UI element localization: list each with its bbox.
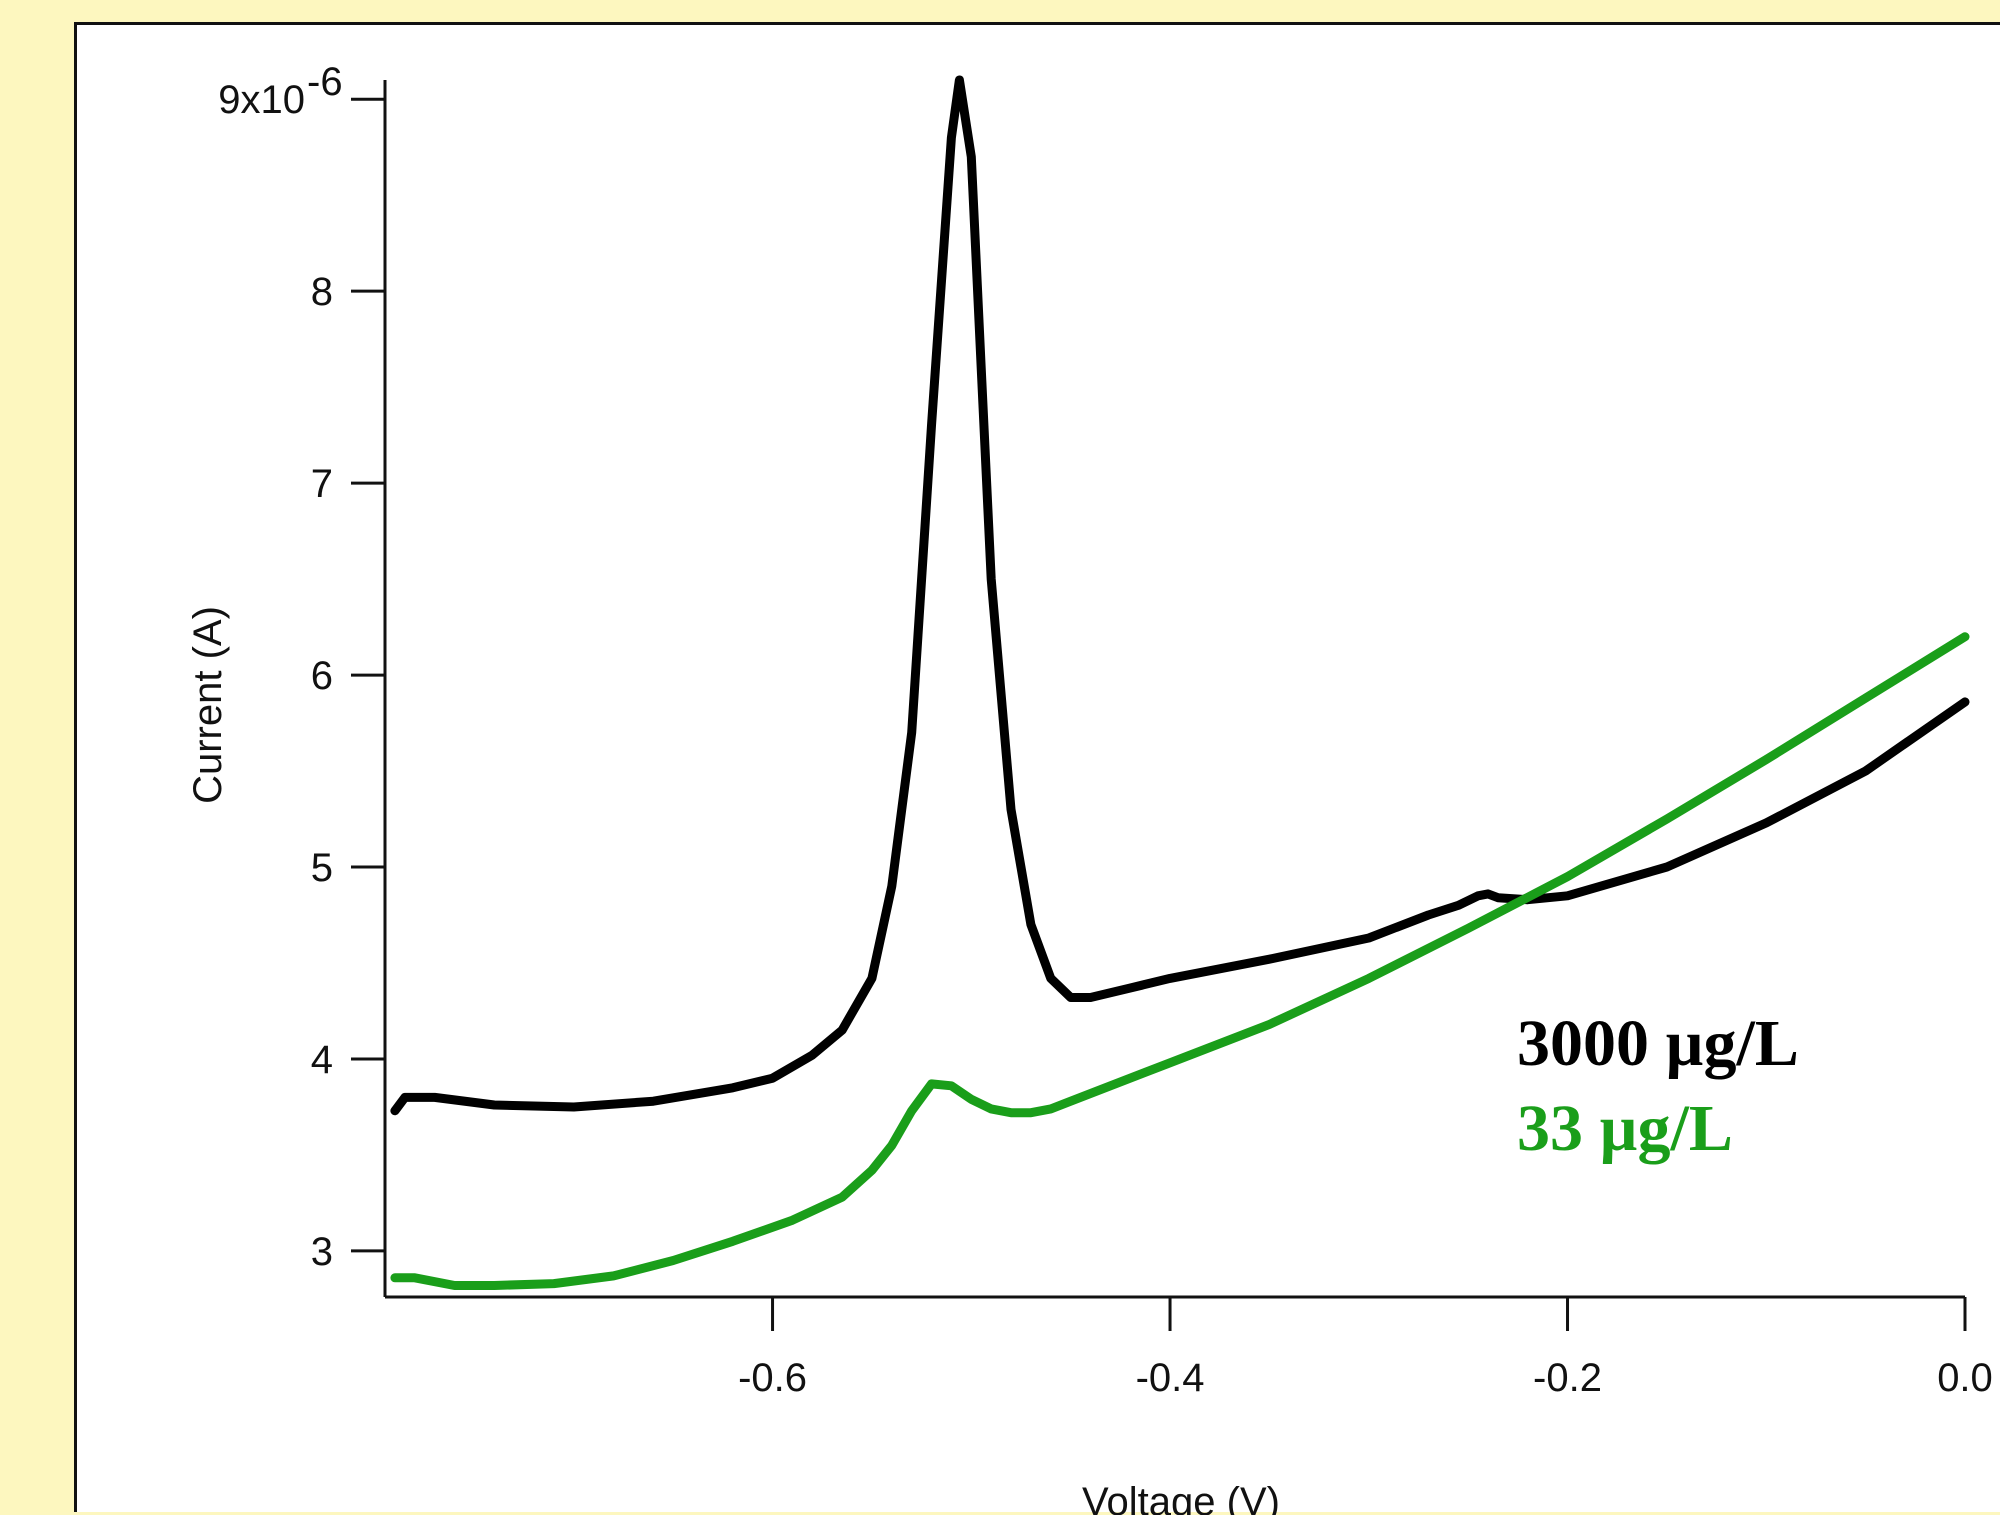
y-tick-label: 4 <box>311 1038 333 1082</box>
y-tick-label: 3 <box>311 1230 333 1274</box>
y-axis-title: Current (A) <box>186 606 230 804</box>
legend-entry-3000: 3000 µg/L <box>1517 1007 1799 1080</box>
series-line-3000 <box>390 75 1970 1116</box>
x-tick-label: -0.2 <box>1533 1356 1602 1400</box>
series-layer <box>390 75 1970 1290</box>
x-tick-label: 0.0 <box>1937 1356 1993 1400</box>
x-tick-label: -0.6 <box>738 1356 807 1400</box>
y-tick-label: 9x10 <box>218 78 305 122</box>
series-line-33 <box>390 632 1970 1290</box>
axes: 3 4 5 6 7 8 9x10 -6 -0.6 -0.4 -0.2 0.0 <box>218 60 1993 1400</box>
y-tick-exponent: -6 <box>307 60 343 104</box>
y-tick-label: 6 <box>311 654 333 698</box>
legend-entry-33: 33 µg/L <box>1517 1092 1733 1165</box>
y-tick-label: 8 <box>311 270 333 314</box>
x-axis-title: Voltage (V) <box>1082 1480 1280 1515</box>
y-tick-label: 7 <box>311 462 333 506</box>
x-tick-label: -0.4 <box>1136 1356 1205 1400</box>
y-tick-label: 5 <box>311 846 333 890</box>
chart-frame: 3 4 5 6 7 8 9x10 -6 -0.6 -0.4 -0.2 0.0 Current (A) … <box>74 22 2000 1515</box>
